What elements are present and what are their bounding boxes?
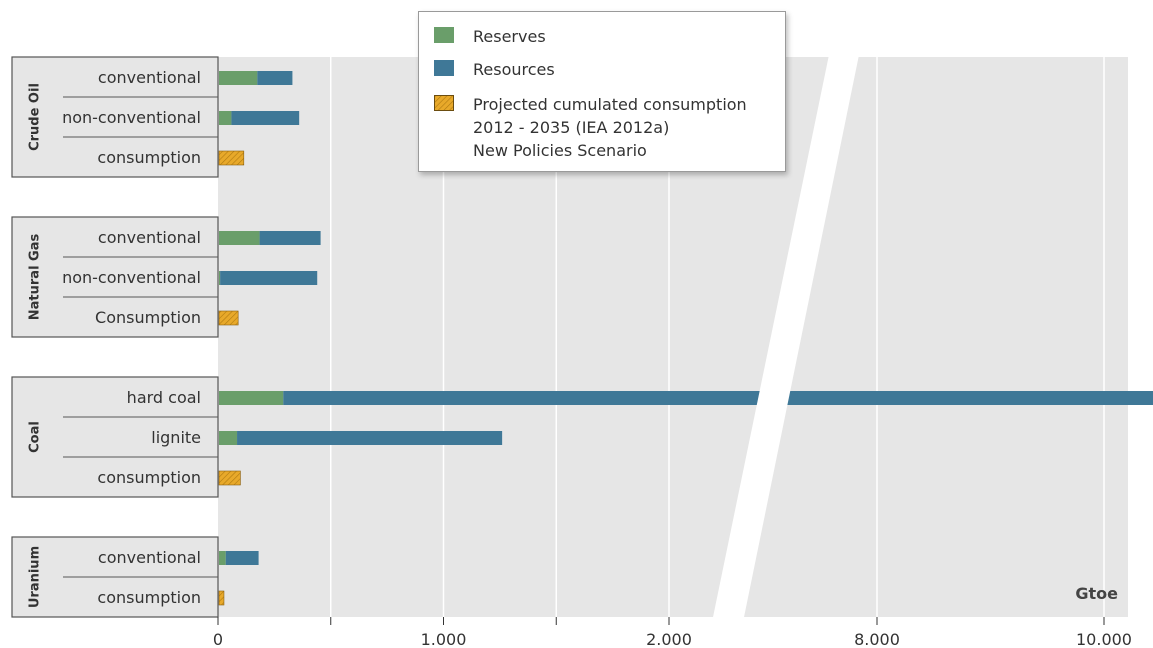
x-tick-label: 10.000 [1076, 630, 1132, 648]
group-panel-natural-gas [11, 216, 219, 338]
row-label: non-conventional [62, 108, 201, 127]
bar-reserves [219, 271, 221, 285]
legend: Reserves Resources Projected cumulated c… [418, 11, 786, 172]
group-label-uranium: Uranium [28, 546, 43, 608]
legend-label-resources: Resources [473, 60, 555, 79]
bar-resources [231, 111, 300, 125]
bar-reserves [219, 431, 238, 445]
reserves-swatch [434, 27, 454, 43]
legend-item-resources: Resources [434, 58, 555, 81]
bar-reserves [219, 71, 258, 85]
legend-item-consumption: Projected cumulated consumption 2012 - 2… [434, 93, 747, 162]
row-label: conventional [98, 228, 201, 247]
x-tick-label: 8.000 [854, 630, 900, 648]
row-label: conventional [98, 68, 201, 87]
bar-reserves [219, 551, 226, 565]
unit-label: Gtoe [1075, 584, 1118, 603]
group-panel-crude-oil [11, 56, 219, 178]
legend-label-reserves: Reserves [473, 27, 546, 46]
legend-consumption-line-1: Projected cumulated consumption [473, 95, 747, 114]
group-panel-coal [11, 376, 219, 498]
x-tick-label: 2.000 [646, 630, 692, 648]
row-label: consumption [97, 148, 201, 167]
legend-consumption-line-2: 2012 - 2035 (IEA 2012a) [473, 118, 670, 137]
x-tick-label: 1.000 [421, 630, 467, 648]
bar-reserves [219, 391, 284, 405]
bar-resources [283, 391, 1153, 405]
bar-resources [220, 271, 318, 285]
bar-consumption [218, 470, 241, 486]
consumption-swatch [434, 95, 454, 111]
resources-swatch [434, 60, 454, 76]
x-tick-label: 0 [213, 630, 223, 648]
bar-consumption [218, 150, 245, 166]
bar-resources [237, 431, 503, 445]
group-label-crude-oil: Crude Oil [28, 83, 43, 151]
row-label: consumption [97, 468, 201, 487]
bar-consumption [218, 590, 225, 606]
bar-consumption [218, 310, 239, 326]
bar-reserves [219, 111, 232, 125]
group-label-natural-gas: Natural Gas [28, 234, 43, 321]
legend-consumption-line-3: New Policies Scenario [473, 141, 647, 160]
legend-label-consumption: Projected cumulated consumption 2012 - 2… [473, 93, 747, 162]
row-label: hard coal [127, 388, 201, 407]
bar-resources [259, 231, 321, 245]
row-label: lignite [151, 428, 201, 447]
bar-resources [225, 551, 259, 565]
group-label-coal: Coal [28, 421, 43, 453]
row-label: non-conventional [62, 268, 201, 287]
bar-reserves [219, 231, 260, 245]
legend-item-reserves: Reserves [434, 25, 546, 48]
row-label: Consumption [95, 308, 201, 327]
row-label: consumption [97, 588, 201, 607]
row-label: conventional [98, 548, 201, 567]
bar-resources [257, 71, 293, 85]
axis-break [712, 50, 860, 622]
